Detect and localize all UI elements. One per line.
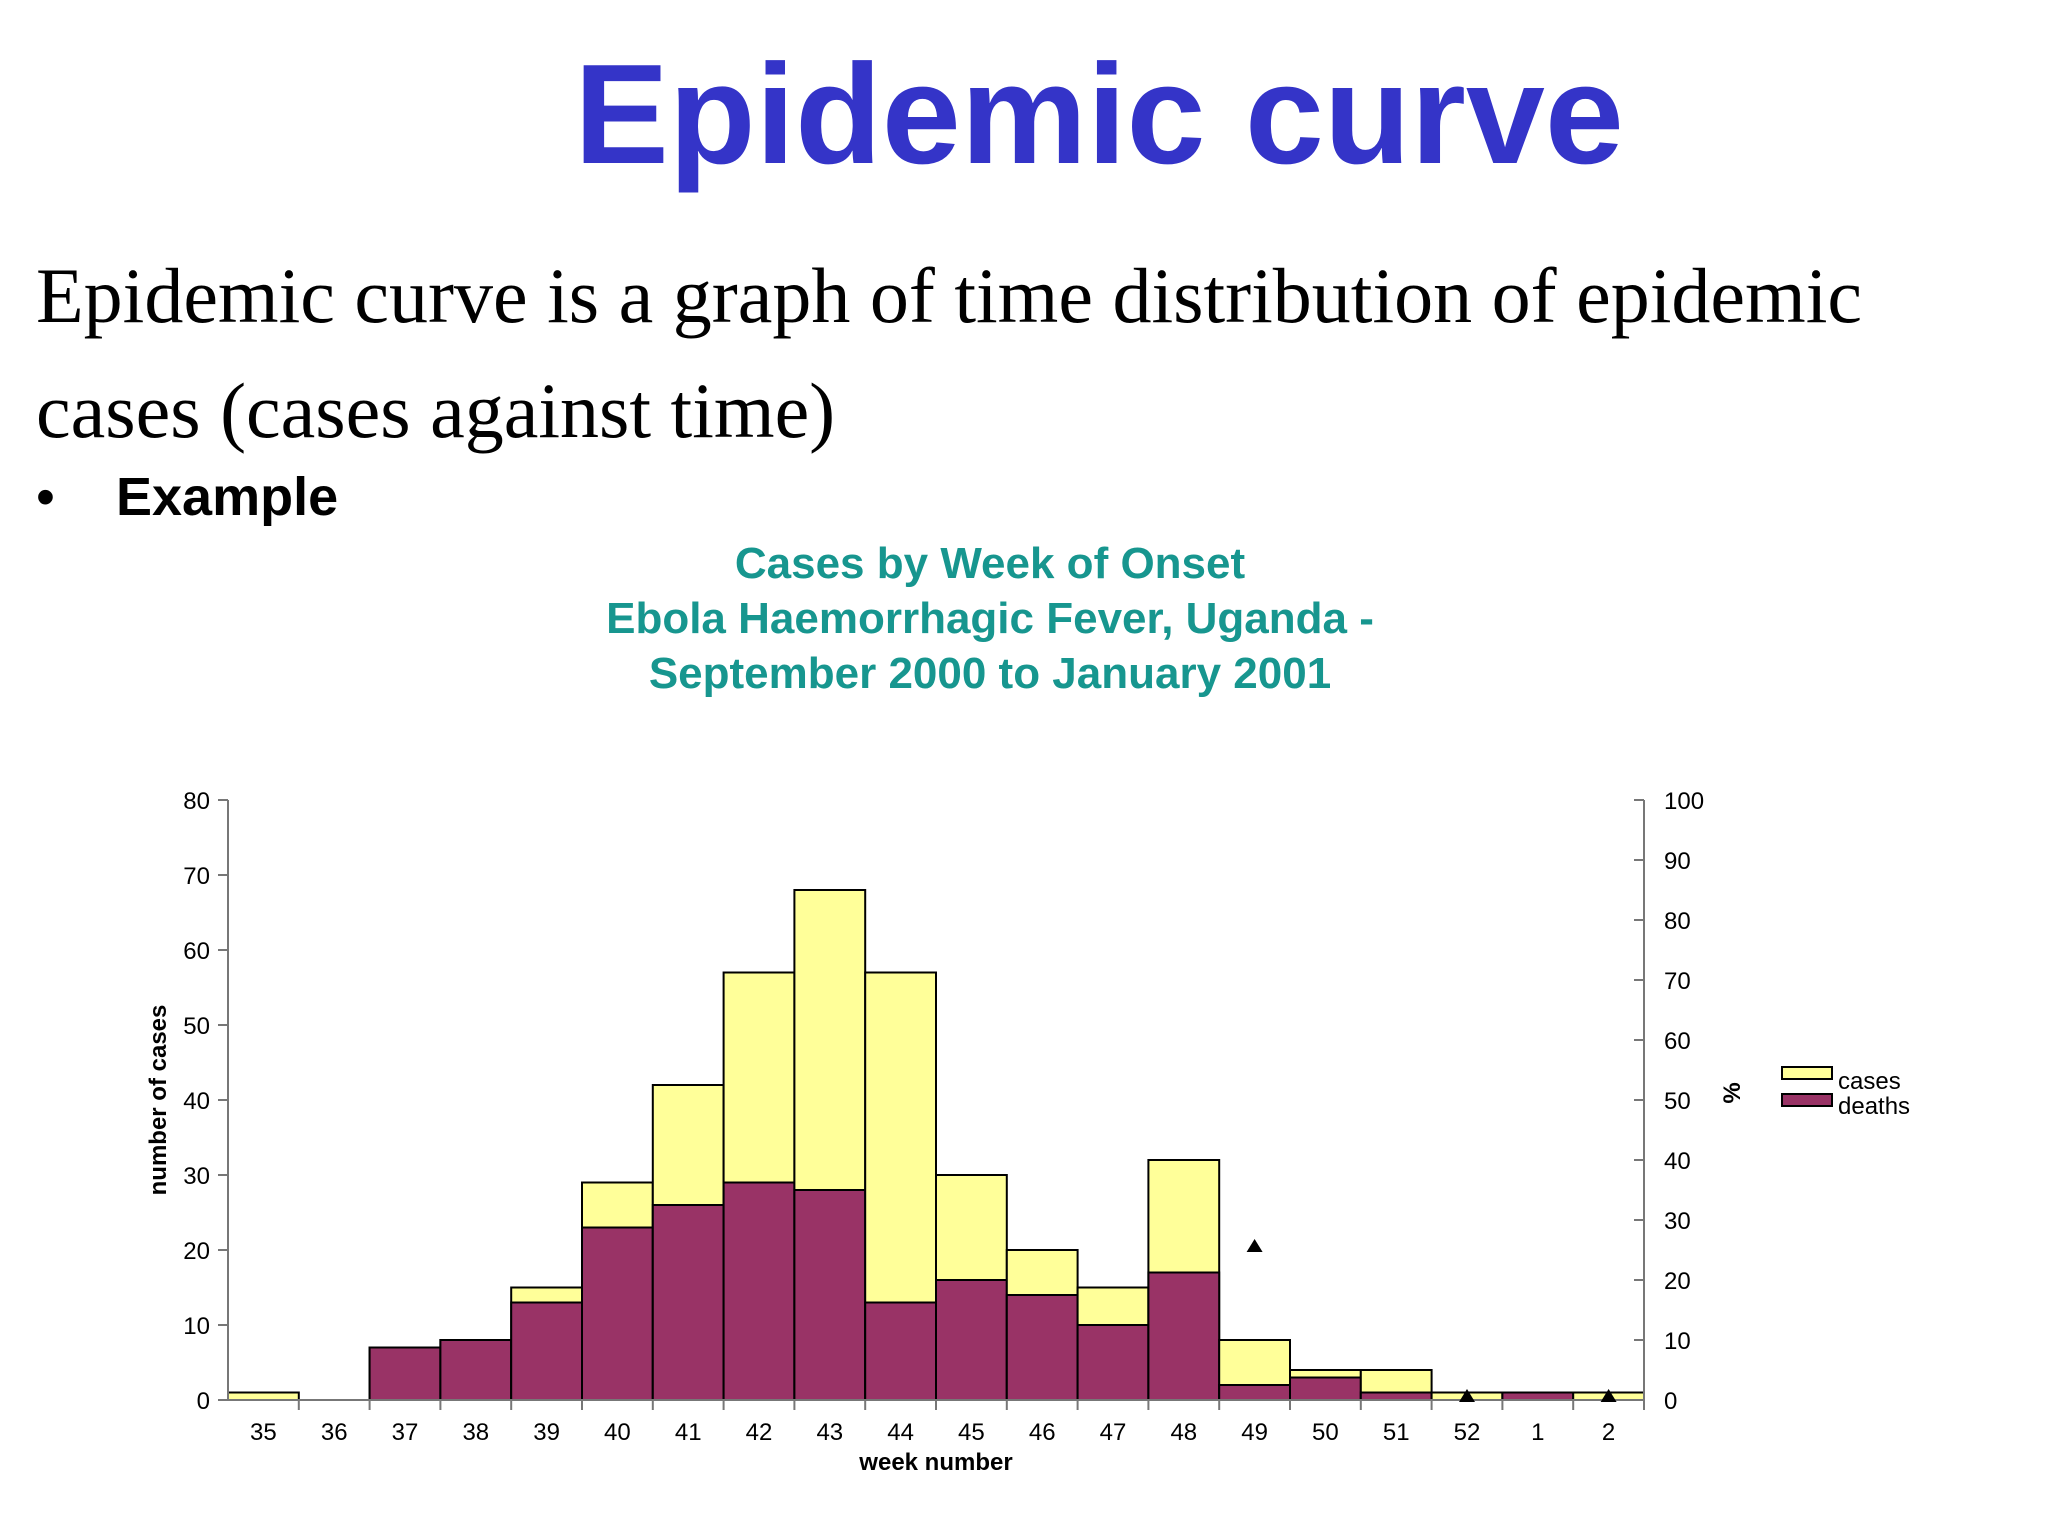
x-tick-label: 38 <box>462 1419 489 1446</box>
x-tick-label: 42 <box>746 1419 773 1446</box>
y2-tick-label: 60 <box>1664 1028 1691 1055</box>
bullet-example: • Example <box>36 462 338 532</box>
chart-title: Cases by Week of Onset Ebola Haemorrhagi… <box>490 536 1490 701</box>
triangle-marker-week-49 <box>1246 1239 1263 1252</box>
y-tick-label: 40 <box>183 1088 210 1115</box>
chart-title-line-2: Ebola Haemorrhagic Fever, Uganda - <box>606 594 1374 643</box>
bar-deaths-week-46 <box>1005 1294 1079 1401</box>
x-tick-label: 35 <box>250 1419 277 1446</box>
bullet-icon: • <box>36 467 55 527</box>
slide-title: Epidemic curve <box>574 35 1624 194</box>
y2-tick-label: 0 <box>1664 1388 1677 1415</box>
y2-tick-label: 90 <box>1664 848 1691 875</box>
bar-deaths-week-37 <box>368 1346 442 1401</box>
legend-label-deaths: deaths <box>1838 1093 1910 1120</box>
y2-tick-label: 10 <box>1664 1328 1691 1355</box>
description-line-2: cases (cases against time) <box>36 367 836 454</box>
bar-deaths-week-51 <box>1359 1391 1433 1401</box>
x-tick-label: 37 <box>392 1419 419 1446</box>
bar-deaths-week-49 <box>1218 1384 1291 1401</box>
y-tick-label: 0 <box>197 1388 210 1415</box>
bar-deaths-week-41 <box>651 1204 725 1401</box>
y2-axis-label: % <box>1719 1082 1746 1103</box>
y2-tick-label: 40 <box>1664 1148 1691 1175</box>
bar-deaths-week-45 <box>935 1279 1008 1401</box>
x-tick-label: 45 <box>958 1419 985 1446</box>
x-tick-label: 51 <box>1383 1419 1410 1446</box>
bar-deaths-week-50 <box>1289 1376 1362 1401</box>
y-tick-label: 50 <box>183 1013 210 1040</box>
chart-title-line-1: Cases by Week of Onset <box>734 539 1246 588</box>
triangle-marker-week-52 <box>1459 1389 1475 1402</box>
y-tick-label: 20 <box>183 1238 210 1265</box>
triangle-marker-week-2 <box>1600 1389 1617 1402</box>
x-tick-label: 40 <box>604 1419 631 1446</box>
y2-tick-label: 20 <box>1664 1268 1691 1295</box>
y-tick-label: 80 <box>183 788 210 815</box>
x-tick-label: 41 <box>675 1419 702 1446</box>
y-tick-label: 30 <box>183 1163 210 1190</box>
x-tick-label: 44 <box>887 1419 914 1446</box>
y-tick-label: 70 <box>183 863 210 890</box>
bar-cases-week-35 <box>227 1391 300 1401</box>
x-tick-label: 50 <box>1312 1419 1339 1446</box>
x-tick-label: 47 <box>1100 1419 1127 1446</box>
x-tick-label: 52 <box>1454 1419 1481 1446</box>
y-tick-label: 60 <box>183 938 210 965</box>
legend-swatch-deaths <box>1781 1093 1833 1107</box>
description-line-1: Epidemic curve is a graph of time distri… <box>36 252 1862 339</box>
legend-label-cases: cases <box>1838 1068 1901 1095</box>
bar-deaths-week-48 <box>1147 1271 1221 1401</box>
y-tick-label: 10 <box>183 1313 210 1340</box>
x-tick-label: 36 <box>321 1419 348 1446</box>
bar-deaths-week-42 <box>722 1181 796 1401</box>
y2-tick-label: 50 <box>1664 1088 1691 1115</box>
bar-deaths-week-38 <box>439 1339 513 1401</box>
bar-deaths-week-39 <box>510 1301 584 1401</box>
x-tick-label: 48 <box>1170 1419 1197 1446</box>
x-tick-label: 49 <box>1241 1419 1268 1446</box>
y2-tick-label: 30 <box>1664 1208 1691 1235</box>
bar-deaths-week-47 <box>1076 1324 1150 1401</box>
x-tick-label: 43 <box>816 1419 843 1446</box>
bar-deaths-week-40 <box>581 1226 654 1401</box>
bullet-label: Example <box>116 467 339 527</box>
legend-swatch-cases <box>1781 1066 1833 1080</box>
y2-tick-label: 80 <box>1664 908 1691 935</box>
y-axis-label: number of cases <box>145 1005 172 1196</box>
y2-tick-label: 70 <box>1664 968 1691 995</box>
x-tick-label: 39 <box>533 1419 560 1446</box>
x-axis-label: week number <box>858 1449 1012 1476</box>
slide-description: Epidemic curve is a graph of time distri… <box>36 238 1996 468</box>
x-tick-label: 46 <box>1029 1419 1056 1446</box>
y2-tick-label: 100 <box>1664 788 1704 815</box>
bar-deaths-week-1 <box>1501 1391 1575 1401</box>
x-tick-label: 2 <box>1602 1419 1615 1446</box>
bar-deaths-week-44 <box>864 1301 938 1401</box>
chart-title-line-3: September 2000 to January 2001 <box>648 649 1332 698</box>
x-tick-label: 1 <box>1531 1419 1544 1446</box>
bar-deaths-week-43 <box>793 1189 867 1401</box>
